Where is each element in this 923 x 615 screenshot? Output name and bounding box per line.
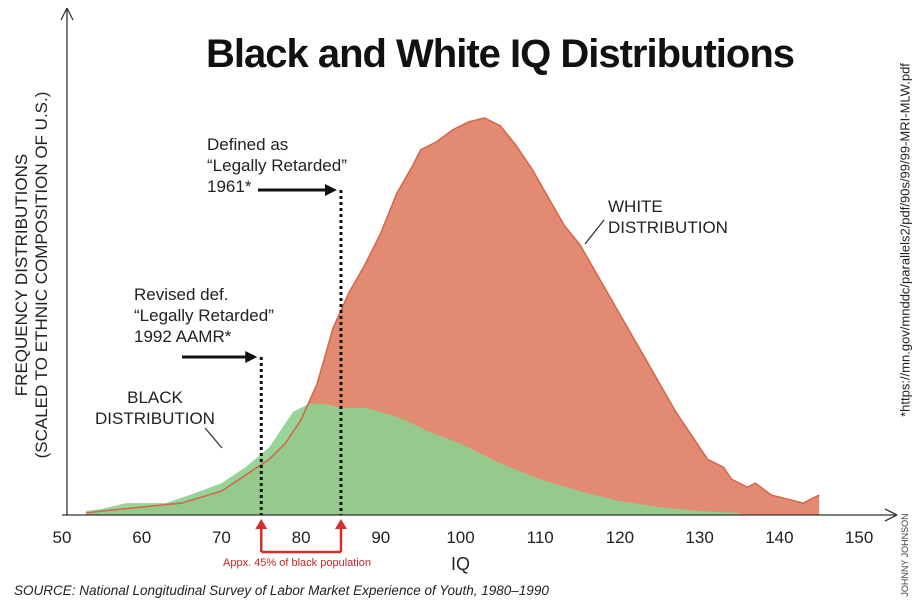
bracket-lines [260,528,343,554]
y-axis-label-sub: (SCALED TO ETHNIC COMPOSITION OF U.S.) [32,91,51,459]
white-label-line2: DISTRIBUTION [608,218,728,237]
black-distribution-area [85,403,740,515]
white-distribution-line [85,117,820,514]
annotation-1992: Revised def. “Legally Retarded” 1992 AAM… [134,284,274,347]
annotation-1961-line3: 1961* [207,177,252,196]
arrow-1992-head [245,351,258,363]
x-tick-label: 60 [132,528,151,547]
bracket-arrow-right [334,519,347,529]
black-label-pointer [204,427,223,449]
x-axis-arrow [884,508,898,522]
x-tick-label: 150 [845,528,873,547]
bracket-arrow-left [255,519,268,529]
x-tick-label: 50 [53,528,72,547]
x-tick-label: 80 [292,528,311,547]
arrow-1961-head [324,184,337,196]
x-tick-label: 120 [606,528,634,547]
x-tick-label: 130 [685,528,713,547]
y-axis-label: FREQUENCY DISTRIBUTIONS (SCALED TO ETHNI… [12,65,52,485]
artist-credit: JOHNNY JOHNSON [900,513,910,597]
black-label-line1: BLACK [127,388,183,407]
annotation-1961: Defined as “Legally Retarded” 1961* [207,134,347,197]
source-note: SOURCE: National Longitudinal Survey of … [14,583,549,598]
chart-title: Black and White IQ Distributions [205,32,795,76]
x-tick-label: 90 [371,528,390,547]
white-label-line1: WHITE [608,197,663,216]
white-distribution-label: WHITE DISTRIBUTION [608,196,728,238]
annotation-1992-line2: “Legally Retarded” [134,306,274,325]
x-axis-label: IQ [451,554,470,574]
white-label-pointer [584,219,605,245]
x-tick-label: 110 [527,528,554,547]
annotation-1992-line1: Revised def. [134,285,229,304]
annotation-1961-line2: “Legally Retarded” [207,156,347,175]
white-distribution-area [85,118,820,515]
annotation-1961-line1: Defined as [207,135,289,154]
y-axis-arrow [60,7,74,21]
x-tick-label: 140 [765,528,793,547]
black-distribution-label: BLACK DISTRIBUTION [80,387,230,429]
x-tick-label: 70 [212,528,231,547]
source-url: *https://mn.gov/mnddc/parallels2/pdf/90s… [897,63,913,417]
x-tick-label: 100 [446,528,474,547]
y-axis-label-main: FREQUENCY DISTRIBUTIONS [12,153,31,397]
annotation-1992-line3: 1992 AAMR* [134,327,232,346]
bracket-note: Appx. 45% of black population [223,557,371,569]
black-label-line2: DISTRIBUTION [95,409,215,428]
